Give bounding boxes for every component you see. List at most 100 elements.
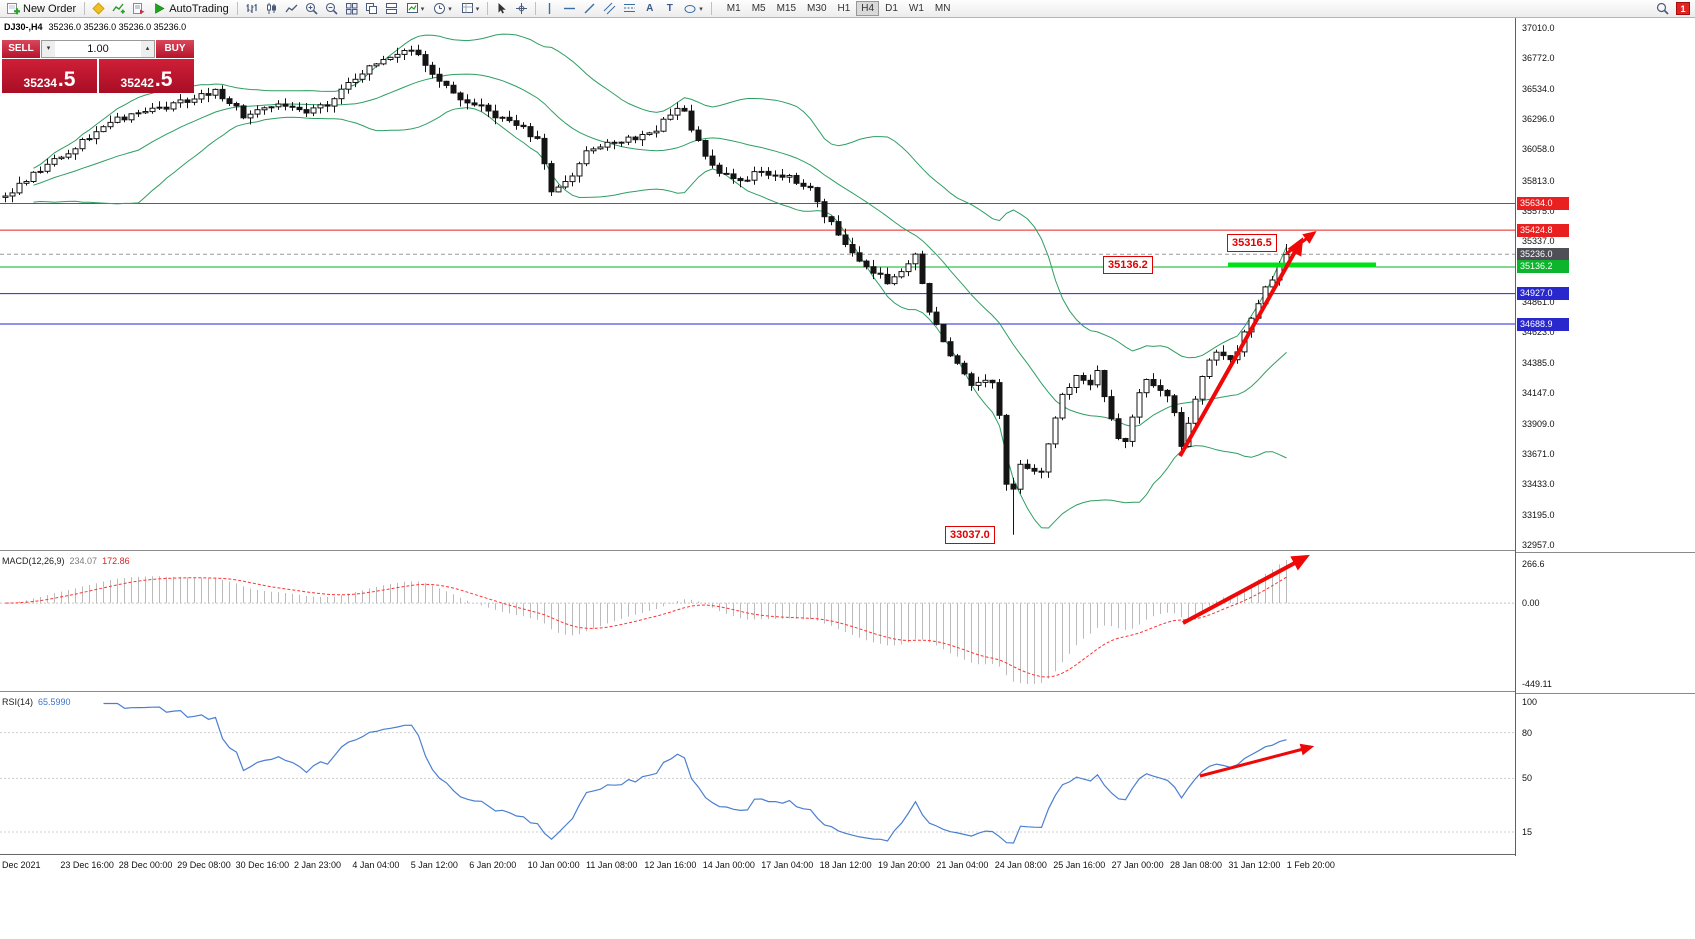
volume-up-icon[interactable]: ▴ bbox=[141, 41, 154, 57]
timeframe-m5[interactable]: M5 bbox=[751, 3, 766, 14]
channel-icon bbox=[603, 2, 616, 15]
trendline-button[interactable] bbox=[580, 1, 599, 17]
toolbar-separator bbox=[236, 2, 238, 15]
crosshair-button[interactable] bbox=[512, 1, 531, 17]
timeframe-h1[interactable]: H1 bbox=[837, 3, 851, 14]
toolbar-separator bbox=[710, 2, 712, 15]
cursor-button[interactable] bbox=[492, 1, 511, 17]
time-axis-label: 27 Jan 00:00 bbox=[1111, 860, 1164, 870]
toolbar-right-group: 1 bbox=[1653, 1, 1692, 17]
macd-panel[interactable] bbox=[0, 552, 1515, 692]
time-axis-label: 21 Jan 04:00 bbox=[936, 860, 989, 870]
chevron-down-icon: ▾ bbox=[699, 5, 703, 13]
profiles-button[interactable]: ▾ bbox=[429, 1, 456, 17]
time-axis-label: 28 Jan 08:00 bbox=[1170, 860, 1223, 870]
arrange-windows-button[interactable] bbox=[382, 1, 401, 17]
timeframe-m1[interactable]: M1 bbox=[726, 3, 741, 14]
price-axis-label: 33909.0 bbox=[1522, 418, 1555, 429]
time-axis-label: 14 Jan 00:00 bbox=[702, 860, 755, 870]
timeframe-m15[interactable]: M15 bbox=[776, 3, 797, 14]
rsi-panel[interactable] bbox=[0, 693, 1515, 855]
search-button[interactable] bbox=[1653, 1, 1672, 17]
experts-button[interactable] bbox=[89, 1, 108, 17]
time-axis-label: 6 Jan 20:00 bbox=[469, 860, 517, 870]
timeframe-d1[interactable]: D1 bbox=[885, 3, 898, 14]
time-axis-label: Dec 2021 bbox=[2, 860, 41, 870]
text-label-icon: T bbox=[666, 3, 673, 14]
horizontal-line-button[interactable] bbox=[560, 1, 579, 17]
time-axis-label: 28 Dec 00:00 bbox=[118, 860, 173, 870]
bar-chart-button[interactable] bbox=[242, 1, 261, 17]
line-chart-button[interactable] bbox=[282, 1, 301, 17]
zoom-out-icon bbox=[325, 2, 338, 15]
channel-button[interactable] bbox=[600, 1, 619, 17]
price-level-badge: 35424.8 bbox=[1517, 223, 1569, 237]
rsi-name: RSI(14) bbox=[2, 697, 34, 707]
time-axis-label: 23 Dec 16:00 bbox=[60, 860, 114, 870]
time-axis-label: 12 Jan 16:00 bbox=[644, 860, 697, 870]
new-order-button[interactable]: New Order bbox=[3, 1, 80, 17]
autotrading-button[interactable]: AutoTrading bbox=[149, 1, 233, 17]
macd-label: MACD(12,26,9) 234.07 172.86 bbox=[2, 556, 130, 566]
timeframe-h4[interactable]: H4 bbox=[856, 1, 880, 16]
toolbar-separator bbox=[84, 2, 86, 15]
sell-button[interactable]: SELL bbox=[2, 40, 40, 58]
volume-down-icon[interactable]: ▾ bbox=[42, 41, 55, 57]
rsi-scale-label: 15 bbox=[1522, 826, 1533, 837]
candlestick-chart-button[interactable] bbox=[262, 1, 281, 17]
time-axis-label: 18 Jan 12:00 bbox=[819, 860, 872, 870]
new-chart-button[interactable]: ▾ bbox=[402, 1, 429, 17]
one-click-trading-panel: SELL ▾ 1.00 ▴ BUY 35234.5 35242.5 bbox=[2, 40, 194, 93]
fibonacci-button[interactable] bbox=[620, 1, 639, 17]
shapes-icon bbox=[684, 5, 696, 13]
macd-scale-max: 266.6 bbox=[1522, 559, 1545, 569]
indicators-icon bbox=[112, 3, 125, 14]
price-scale[interactable]: 37010.0 36772.0 36534.0 36296.0 36058.0 35813… bbox=[1515, 18, 1695, 872]
text-button[interactable]: A bbox=[640, 1, 659, 17]
rsi-label: RSI(14) 65.5990 bbox=[2, 697, 71, 707]
crosshair-icon bbox=[516, 3, 528, 14]
price-annotation-box: 35316.5 bbox=[1227, 234, 1277, 252]
time-scale[interactable]: Dec 2021 23 Dec 16:00 28 Dec 00:00 29 Dec 0… bbox=[0, 856, 1695, 873]
price-axis-label: 34385.0 bbox=[1522, 357, 1555, 368]
templates-button[interactable]: ▾ bbox=[457, 1, 484, 17]
time-axis-label: 1 Feb 20:00 bbox=[1286, 860, 1335, 870]
timeframe-w1[interactable]: W1 bbox=[908, 3, 924, 14]
autotrading-icon bbox=[153, 2, 166, 15]
shapes-button[interactable]: ▾ bbox=[680, 1, 707, 17]
zoom-in-button[interactable] bbox=[302, 1, 321, 17]
timeframe-m30[interactable]: M30 bbox=[807, 3, 827, 14]
volume-input[interactable]: 1.00 bbox=[87, 43, 109, 55]
indicators-button[interactable] bbox=[109, 1, 128, 17]
chevron-down-icon: ▾ bbox=[448, 5, 452, 13]
cascade-windows-button[interactable] bbox=[362, 1, 381, 17]
price-axis-label: 36534.0 bbox=[1522, 83, 1555, 94]
time-axis-label: 31 Jan 12:00 bbox=[1228, 860, 1281, 870]
arrange-windows-icon bbox=[385, 3, 397, 14]
chevron-down-icon: ▾ bbox=[475, 5, 480, 13]
time-axis-label: 24 Jan 08:00 bbox=[994, 860, 1047, 870]
scripts-icon bbox=[133, 3, 145, 14]
scripts-button[interactable] bbox=[129, 1, 148, 17]
text-label-button[interactable]: T bbox=[660, 1, 679, 17]
timeframe-mn[interactable]: MN bbox=[934, 3, 951, 14]
profiles-clock-icon bbox=[434, 3, 446, 14]
price-chart[interactable] bbox=[0, 18, 1515, 551]
price-axis-label: 36296.0 bbox=[1522, 114, 1555, 125]
tile-windows-button[interactable] bbox=[342, 1, 361, 17]
time-axis-label: 29 Dec 08:00 bbox=[177, 860, 231, 870]
fibonacci-icon bbox=[624, 4, 636, 12]
zoom-out-button[interactable] bbox=[322, 1, 341, 17]
buy-price-button[interactable]: 35242.5 bbox=[99, 59, 194, 93]
price-axis-label: 34861.0 bbox=[1522, 297, 1555, 308]
notifications-badge[interactable]: 1 bbox=[1676, 2, 1690, 15]
sell-price-button[interactable]: 35234.5 bbox=[2, 59, 97, 93]
macd-signal-value: 172.86 bbox=[102, 556, 130, 566]
buy-button[interactable]: BUY bbox=[156, 40, 194, 58]
trendline-icon bbox=[584, 3, 595, 14]
price-axis-label: 34623.0 bbox=[1522, 327, 1555, 338]
rsi-value: 65.5990 bbox=[38, 697, 71, 707]
macd-value: 234.07 bbox=[69, 556, 98, 566]
price-axis-label: 36772.0 bbox=[1522, 53, 1555, 64]
vertical-line-button[interactable] bbox=[540, 1, 559, 17]
